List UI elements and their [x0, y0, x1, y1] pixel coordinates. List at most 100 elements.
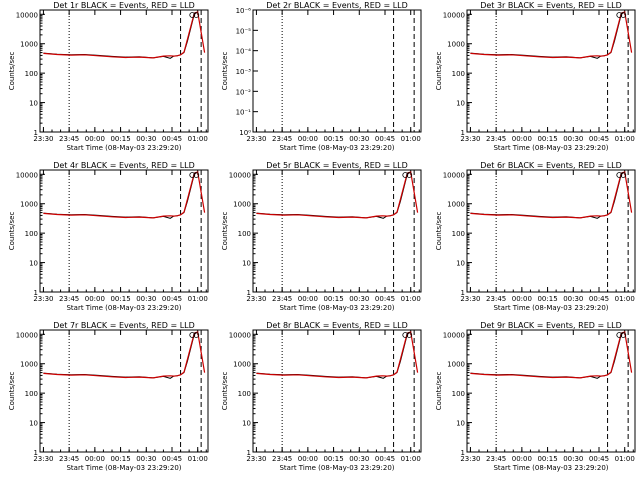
- attenuator-glyph: [402, 172, 409, 178]
- y-axis-label: Counts/sec: [8, 52, 16, 91]
- attenuator-glyph: [193, 172, 200, 178]
- x-tick-label: 23:45: [272, 295, 292, 303]
- y-tick-label: 10000: [443, 331, 465, 339]
- x-axis-label: Start Time (08-May-03 23:29:20): [279, 464, 394, 472]
- y-tick-label: 1: [247, 289, 251, 297]
- x-tick-label: 00:15: [323, 295, 343, 303]
- series-red-line: [43, 171, 206, 219]
- plot-frame: [466, 9, 636, 133]
- plot-frame: [39, 329, 209, 453]
- y-axis-label: Counts/sec: [435, 372, 443, 411]
- x-tick-label: 00:00: [512, 295, 532, 303]
- y-tick-label: 100: [452, 390, 465, 398]
- x-tick-label: 00:30: [563, 135, 583, 143]
- attenuator-glyph: [616, 332, 623, 338]
- y-tick-label: 100: [238, 390, 251, 398]
- y-tick-label: 10000: [229, 331, 251, 339]
- y-tick-label: 10000: [16, 11, 38, 19]
- y-axis-label: Counts/sec: [221, 52, 229, 91]
- x-tick-label: 00:15: [537, 295, 557, 303]
- y-tick-label: 10000: [16, 331, 38, 339]
- y-axis-label: Counts/sec: [435, 52, 443, 91]
- panel-title: Det 8r BLACK = Events, RED = LLD: [266, 321, 408, 330]
- panel-title: Det 4r BLACK = Events, RED = LLD: [53, 161, 195, 170]
- x-tick-label: 00:00: [298, 455, 318, 463]
- plot-frame: [466, 169, 636, 293]
- y-tick-label: 10⁰: [239, 129, 251, 137]
- y-tick-label: 100: [452, 70, 465, 78]
- x-tick-label: 00:30: [136, 295, 156, 303]
- x-tick-label: 23:30: [460, 135, 480, 143]
- y-tick-label: 100: [452, 230, 465, 238]
- series-red-line: [470, 331, 633, 379]
- series-black-line: [470, 171, 625, 219]
- plot-frame: [252, 169, 422, 293]
- x-tick-label: 01:00: [188, 455, 208, 463]
- panel-det-9r: Det 9r BLACK = Events, RED = LLD 1 10 100 10…: [435, 321, 636, 472]
- x-axis-label: Start Time (08-May-03 23:29:20): [66, 144, 181, 152]
- x-axis-label: Start Time (08-May-03 23:29:20): [279, 144, 394, 152]
- panel-title: Det 6r BLACK = Events, RED = LLD: [480, 161, 622, 170]
- y-axis-label: Counts/sec: [221, 212, 229, 251]
- x-tick-label: 23:45: [486, 135, 506, 143]
- y-tick-label: 1: [461, 289, 465, 297]
- x-tick-label: 01:00: [188, 295, 208, 303]
- panel-title: Det 2r BLACK = Events, RED = LLD: [266, 1, 408, 10]
- x-tick-label: 23:30: [33, 455, 53, 463]
- series-red-line: [256, 331, 419, 379]
- x-tick-label: 01:00: [188, 135, 208, 143]
- attenuator-glyph: [189, 12, 196, 18]
- x-tick-label: 23:45: [486, 455, 506, 463]
- x-axis-label: Start Time (08-May-03 23:29:20): [493, 464, 608, 472]
- y-axis-label: Counts/sec: [221, 372, 229, 411]
- series-red-line: [470, 11, 633, 59]
- x-tick-label: 00:00: [298, 135, 318, 143]
- y-tick-label: 1000: [447, 361, 465, 369]
- x-tick-label: 00:30: [136, 455, 156, 463]
- x-tick-label: 01:00: [615, 135, 635, 143]
- attenuator-glyph: [189, 332, 196, 338]
- y-tick-label: 10⁻³: [236, 68, 252, 76]
- y-tick-label: 1000: [233, 201, 251, 209]
- y-tick-label: 100: [238, 230, 251, 238]
- panel-det-6r: Det 6r BLACK = Events, RED = LLD 1 10 100 10…: [435, 161, 636, 312]
- plot-frame: [466, 329, 636, 453]
- series-red-line: [43, 331, 206, 379]
- y-tick-label: 1: [247, 449, 251, 457]
- x-tick-label: 23:45: [272, 135, 292, 143]
- y-tick-label: 10: [29, 100, 38, 108]
- y-tick-label: 10⁻¹: [236, 109, 252, 117]
- x-tick-label: 00:30: [349, 135, 369, 143]
- panel-det-5r: Det 5r BLACK = Events, RED = LLD 1 10 100 10…: [221, 161, 422, 312]
- panel-title: Det 5r BLACK = Events, RED = LLD: [266, 161, 408, 170]
- x-tick-label: 00:45: [162, 135, 182, 143]
- y-tick-label: 100: [25, 230, 38, 238]
- x-tick-label: 00:15: [537, 455, 557, 463]
- x-tick-label: 00:15: [110, 135, 130, 143]
- x-tick-label: 00:15: [323, 455, 343, 463]
- attenuator-glyph: [406, 332, 413, 338]
- x-tick-label: 00:00: [85, 295, 105, 303]
- x-tick-label: 00:00: [298, 295, 318, 303]
- x-tick-label: 00:30: [563, 455, 583, 463]
- panel-title: Det 3r BLACK = Events, RED = LLD: [480, 1, 622, 10]
- x-tick-label: 23:45: [59, 455, 79, 463]
- y-tick-label: 1: [461, 129, 465, 137]
- x-tick-label: 23:45: [59, 135, 79, 143]
- y-tick-label: 10⁻⁵: [236, 27, 252, 35]
- series-black-line: [256, 331, 411, 379]
- series-black-line: [470, 11, 625, 59]
- attenuator-glyph: [616, 12, 623, 18]
- y-tick-label: 10000: [16, 171, 38, 179]
- series-red-line: [43, 11, 206, 59]
- x-tick-label: 00:45: [375, 295, 395, 303]
- x-tick-label: 00:45: [375, 455, 395, 463]
- panel-title: Det 9r BLACK = Events, RED = LLD: [480, 321, 622, 330]
- y-tick-label: 10⁻²: [236, 88, 252, 96]
- attenuator-glyph: [189, 172, 196, 178]
- y-tick-label: 10⁻⁶: [236, 7, 252, 15]
- y-tick-label: 1: [34, 289, 38, 297]
- y-tick-label: 1000: [20, 201, 38, 209]
- x-tick-label: 01:00: [401, 295, 421, 303]
